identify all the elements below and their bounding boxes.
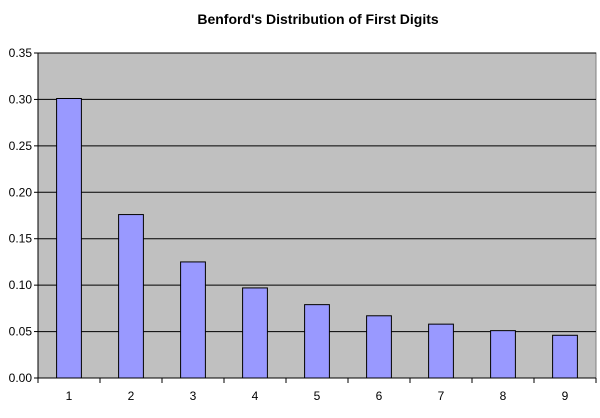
bar-digit-8 [490,330,516,379]
x-tick-label: 1 [66,389,73,403]
y-tick-label: 0.30 [9,92,33,106]
bar-digit-5 [304,304,330,379]
x-axis-ticks: 1 2 3 4 5 6 7 8 9 [37,378,597,403]
y-tick-label: 0.35 [9,46,33,60]
y-tick-label: 0.00 [9,371,33,385]
bar-digit-4 [242,287,268,379]
x-tick-label: 8 [500,389,507,403]
x-tick-label: 9 [562,389,569,403]
x-tick-label: 6 [376,389,383,403]
y-axis-ticks: 0.00 0.05 0.10 0.15 0.20 0.25 0.30 0.35 [9,46,38,385]
bar-digit-6 [366,315,392,379]
y-tick-label: 0.25 [9,139,33,153]
bar-digit-3 [180,261,206,379]
x-tick-label: 7 [438,389,445,403]
x-tick-label: 3 [190,389,197,403]
bar-digit-1 [56,98,82,379]
y-tick-label: 0.15 [9,232,33,246]
x-tick-label: 2 [128,389,135,403]
bar-digit-2 [118,214,144,379]
x-tick-label: 5 [314,389,321,403]
bars [56,98,578,379]
chart-title: Benford's Distribution of First Digits [197,11,439,27]
y-tick-label: 0.20 [9,185,33,199]
y-tick-label: 0.05 [9,325,33,339]
x-tick-label: 4 [252,389,259,403]
bar-digit-7 [428,323,454,379]
bar-digit-9 [552,334,578,379]
y-tick-label: 0.10 [9,278,33,292]
